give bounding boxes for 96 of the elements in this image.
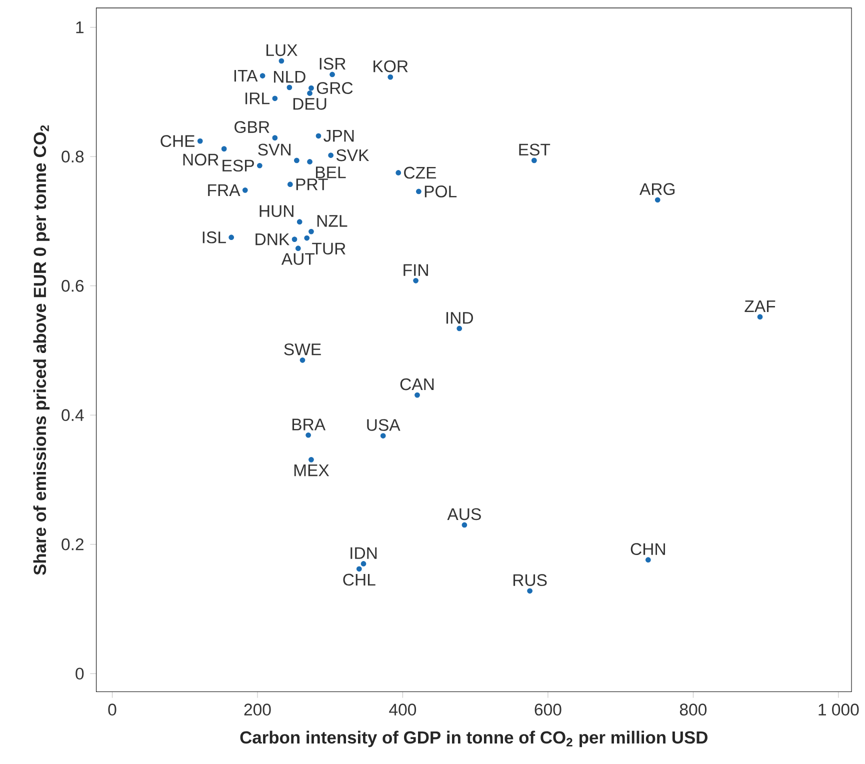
- point: [308, 85, 314, 91]
- point: [356, 566, 362, 572]
- annotation: ISL: [202, 231, 226, 244]
- point: [278, 58, 284, 64]
- point: [242, 187, 248, 193]
- point: [456, 326, 462, 332]
- x-axis-title: Carbon intensity of GDP in tonne of CO$_{2}$ per million USD: [240, 730, 708, 747]
- annotation: NZL: [317, 215, 348, 227]
- point: [531, 158, 537, 164]
- annotation: PRT: [296, 178, 328, 190]
- point: [396, 170, 402, 176]
- annotation: ITA: [234, 70, 258, 82]
- point: [294, 158, 300, 164]
- y-tick-label: 0.8: [62, 150, 84, 162]
- annotation: CHE: [160, 135, 195, 147]
- annotation: DNK: [256, 233, 290, 245]
- point: [757, 314, 763, 320]
- y-tick-label: 0.4: [62, 409, 84, 421]
- point: [316, 133, 322, 138]
- annotation: IRL: [246, 92, 270, 104]
- annotation: CZE: [404, 166, 436, 179]
- annotation: IDN: [350, 547, 377, 559]
- y-tick-label: 1: [76, 21, 84, 33]
- point: [330, 72, 335, 78]
- point: [414, 392, 420, 398]
- annotation: AUT: [281, 253, 315, 265]
- point: [272, 96, 278, 102]
- point: [296, 219, 302, 224]
- point: [645, 557, 651, 562]
- annotation: ZAF: [744, 300, 776, 312]
- y-axis-title: Share of emissions priced above EUR 0 per tonne CO$_{2}$: [33, 125, 50, 575]
- point: [304, 235, 310, 241]
- annotation: SWE: [284, 343, 321, 356]
- point: [388, 74, 394, 80]
- point: [272, 135, 278, 140]
- point: [292, 236, 298, 242]
- annotation: FIN: [404, 264, 428, 276]
- annotation: ESP: [222, 160, 254, 172]
- annotation: SVK: [336, 149, 370, 162]
- point: [328, 152, 334, 158]
- point: [380, 433, 386, 438]
- x-tick-label: 800: [680, 704, 707, 716]
- annotation: FRA: [208, 184, 240, 196]
- y-tick-label: 0.2: [62, 538, 84, 550]
- annotation: MEX: [294, 464, 330, 476]
- annotation: EST: [519, 144, 550, 156]
- point: [228, 234, 234, 240]
- point: [306, 432, 311, 438]
- point: [256, 162, 262, 168]
- annotation: BRA: [292, 418, 326, 430]
- annotation: CAN: [400, 378, 434, 390]
- annotation: DEU: [293, 98, 326, 110]
- point: [308, 456, 314, 462]
- annotation: IND: [446, 312, 473, 324]
- annotation: ARG: [639, 183, 675, 195]
- x-tick-label: 600: [534, 704, 562, 716]
- annotation: BEL: [316, 166, 346, 178]
- annotation: AUS: [447, 508, 481, 520]
- point: [413, 278, 418, 284]
- annotation: NLD: [274, 70, 306, 82]
- point: [462, 522, 468, 528]
- point: [197, 138, 203, 144]
- point: [300, 357, 306, 363]
- point: [221, 146, 227, 152]
- point: [307, 90, 312, 96]
- x-tick-label: 1 000: [818, 704, 859, 716]
- annotation: LUX: [266, 44, 298, 56]
- annotation: GBR: [234, 121, 270, 133]
- annotation: CHL: [343, 574, 376, 586]
- annotation: RUS: [513, 574, 547, 586]
- annotation: HUN: [260, 205, 294, 217]
- point: [308, 228, 314, 234]
- point: [654, 197, 660, 202]
- annotation: POL: [424, 185, 457, 198]
- annotation: SVN: [258, 144, 290, 156]
- point: [286, 84, 292, 90]
- point: [260, 73, 266, 78]
- annotation: USA: [367, 418, 400, 431]
- annotation: KOR: [374, 60, 408, 72]
- point: [360, 560, 366, 566]
- point: [416, 188, 422, 194]
- point: [295, 246, 301, 251]
- x-tick-label: 200: [244, 704, 271, 716]
- point: [307, 158, 312, 164]
- y-tick-label: 0.6: [62, 280, 84, 292]
- point: [287, 182, 293, 187]
- annotation: ISR: [320, 58, 346, 70]
- x-tick-label: 400: [389, 704, 416, 716]
- annotation: GRC: [316, 82, 353, 94]
- point: [527, 588, 532, 594]
- x-tick-label: 0: [108, 704, 116, 716]
- annotation: CHN: [630, 543, 665, 555]
- annotation: TUR: [312, 242, 346, 254]
- y-tick-label: 0: [76, 668, 84, 680]
- annotation: NOR: [183, 154, 218, 166]
- annotation: JPN: [324, 130, 354, 142]
